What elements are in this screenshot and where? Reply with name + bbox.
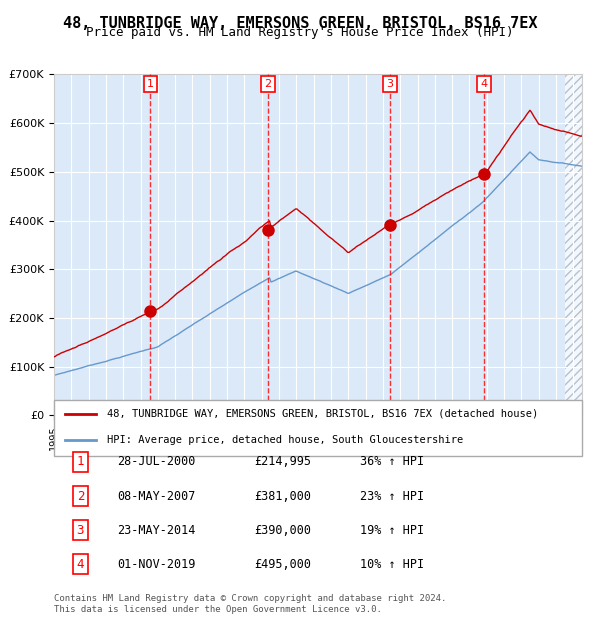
Text: 3: 3 bbox=[386, 79, 393, 89]
Text: 08-MAY-2007: 08-MAY-2007 bbox=[118, 490, 196, 502]
Text: 48, TUNBRIDGE WAY, EMERSONS GREEN, BRISTOL, BS16 7EX: 48, TUNBRIDGE WAY, EMERSONS GREEN, BRIST… bbox=[63, 16, 537, 30]
Text: Contains HM Land Registry data © Crown copyright and database right 2024.
This d: Contains HM Land Registry data © Crown c… bbox=[54, 595, 446, 614]
Text: £495,000: £495,000 bbox=[254, 558, 311, 570]
Text: 3: 3 bbox=[77, 524, 84, 536]
Text: 10% ↑ HPI: 10% ↑ HPI bbox=[360, 558, 424, 570]
Text: 28-JUL-2000: 28-JUL-2000 bbox=[118, 456, 196, 468]
Text: HPI: Average price, detached house, South Gloucestershire: HPI: Average price, detached house, Sout… bbox=[107, 435, 463, 445]
Text: 23-MAY-2014: 23-MAY-2014 bbox=[118, 524, 196, 536]
Text: £381,000: £381,000 bbox=[254, 490, 311, 502]
Bar bbox=[565, 74, 582, 415]
Text: 4: 4 bbox=[481, 79, 488, 89]
Text: 1: 1 bbox=[77, 456, 84, 468]
Text: 1: 1 bbox=[147, 79, 154, 89]
Text: 23% ↑ HPI: 23% ↑ HPI bbox=[360, 490, 424, 502]
Text: 2: 2 bbox=[77, 490, 84, 502]
Text: £390,000: £390,000 bbox=[254, 524, 311, 536]
Text: £214,995: £214,995 bbox=[254, 456, 311, 468]
Text: 4: 4 bbox=[77, 558, 84, 570]
Text: 2: 2 bbox=[265, 79, 272, 89]
Text: Price paid vs. HM Land Registry's House Price Index (HPI): Price paid vs. HM Land Registry's House … bbox=[86, 26, 514, 39]
Text: 01-NOV-2019: 01-NOV-2019 bbox=[118, 558, 196, 570]
Text: 48, TUNBRIDGE WAY, EMERSONS GREEN, BRISTOL, BS16 7EX (detached house): 48, TUNBRIDGE WAY, EMERSONS GREEN, BRIST… bbox=[107, 409, 538, 419]
Text: 36% ↑ HPI: 36% ↑ HPI bbox=[360, 456, 424, 468]
Text: 19% ↑ HPI: 19% ↑ HPI bbox=[360, 524, 424, 536]
FancyBboxPatch shape bbox=[54, 400, 582, 456]
